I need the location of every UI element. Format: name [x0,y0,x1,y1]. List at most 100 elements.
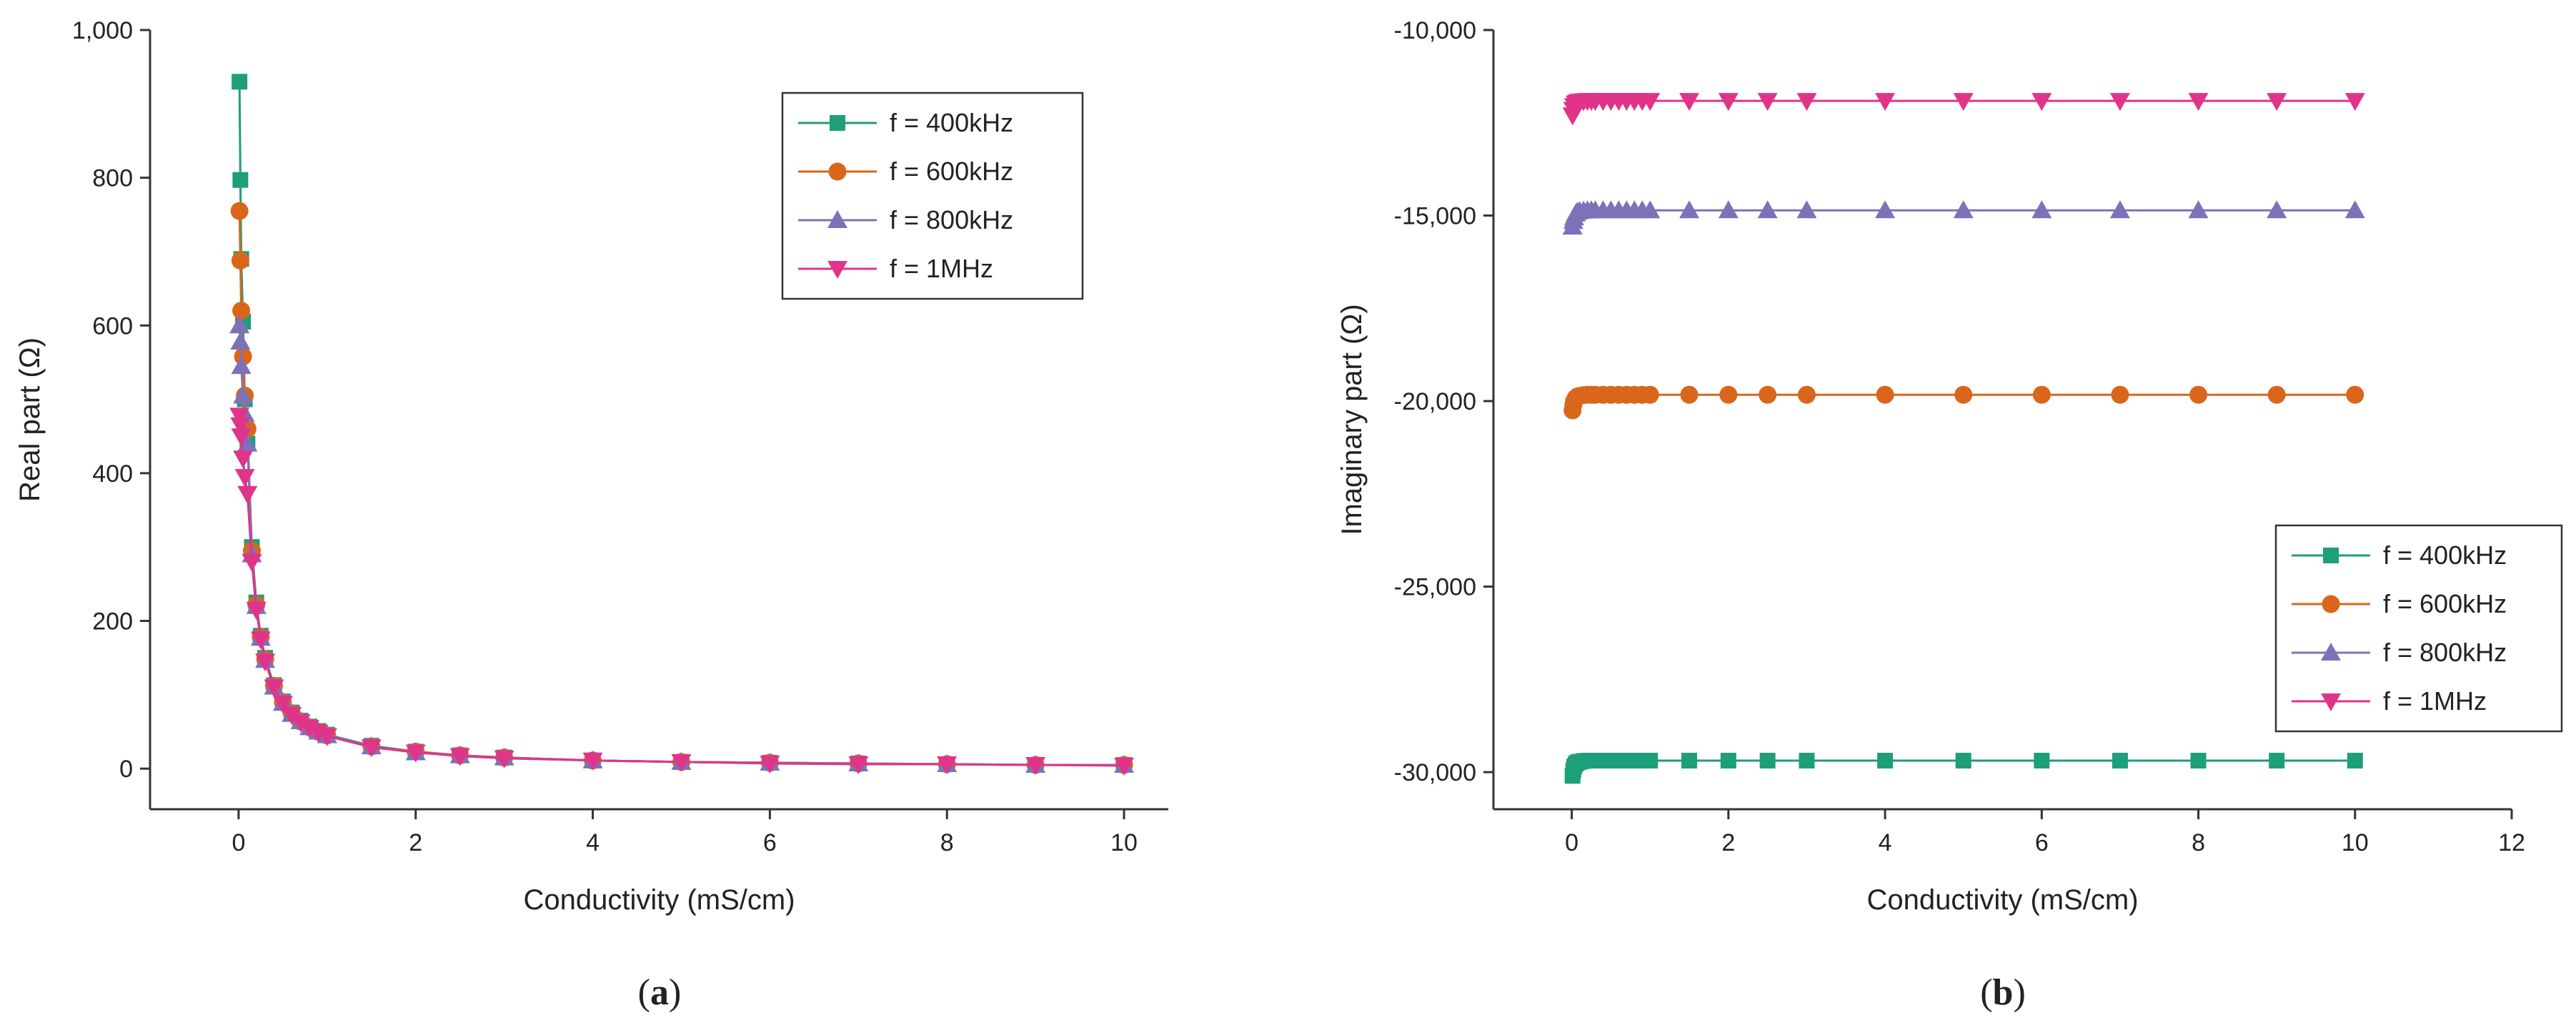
legend-marker [827,261,847,279]
x-tick-label: 10 [1110,829,1138,856]
legend: f = 400kHz f = 600kHz f = 800kHz f = 1MHz [2274,524,2563,733]
y-tick-label: 800 [92,165,133,192]
data-point [2032,385,2051,404]
data-point [582,752,603,771]
legend-marker [827,210,847,228]
data-point [230,202,249,220]
data-point [1718,200,1739,219]
data-point [229,407,250,426]
data-point [2344,93,2365,112]
data-point [317,728,337,746]
data-point [2267,385,2286,404]
data-point [232,302,251,320]
data-point [2189,385,2208,404]
x-tick-label: 8 [940,829,954,856]
y-axis-label: Imaginary part (Ω) [1336,304,1368,535]
series-line [238,415,1125,767]
x-tick-label: 12 [2498,829,2525,856]
data-point [405,744,426,763]
legend-label: f = 1MHz [890,254,993,283]
data-point [1025,757,1046,776]
data-point [233,450,254,469]
legend-marker [830,115,845,131]
y-tick-label: 0 [119,756,133,783]
data-point [449,748,470,766]
data-point [1796,93,1817,112]
series-0 [1564,753,2363,784]
x-tick-label: 2 [409,829,422,856]
data-point [2347,753,2363,769]
series-line [238,325,1125,766]
data-point [231,428,252,447]
data-point [1114,758,1135,776]
legend-label: f = 400kHz [2383,540,2507,570]
data-point [1953,200,1974,219]
data-point [671,753,692,772]
data-point [937,756,958,774]
data-point [1718,93,1739,112]
y-tick-label: 600 [92,312,133,340]
legend-marker [2321,693,2341,711]
legend-label: f = 600kHz [2383,589,2507,618]
data-point [230,417,251,435]
data-point [1757,200,1778,219]
legend-label: f = 400kHz [890,108,1013,137]
data-point [361,739,382,758]
data-point [2188,200,2209,219]
legend-marker [828,162,847,181]
data-point [264,679,284,698]
x-tick-label: 2 [1721,829,1735,856]
data-point [760,755,780,773]
data-point [246,602,267,621]
legend-label: f = 800kHz [890,205,1013,234]
y-tick-label: -30,000 [1394,759,1476,786]
data-point [1641,385,1659,404]
data-point [233,385,254,404]
data-point [2267,200,2287,219]
y-tick-label: -15,000 [1394,203,1476,230]
y-tick-label: 400 [92,460,133,488]
x-tick-label: 6 [763,829,777,856]
data-point [1799,753,1815,769]
series-2 [229,315,1135,773]
x-axis-label: Conductivity (mS/cm) [523,884,795,916]
data-point [2188,93,2209,112]
y-tick-label: -20,000 [1394,388,1476,415]
data-point [2032,93,2052,112]
y-tick-label: -10,000 [1394,17,1476,44]
data-point [1640,93,1661,112]
x-tick-label: 8 [2192,829,2205,856]
x-tick-label: 4 [1879,829,1892,856]
x-tick-label: 0 [1565,829,1578,856]
data-point [229,315,250,334]
data-point [1679,93,1700,112]
legend-label: f = 600kHz [890,157,1013,186]
data-point [2112,753,2128,769]
data-point [250,631,271,650]
data-point [1720,753,1736,769]
data-point [1680,385,1699,404]
y-axis-label: Real part (Ω) [14,337,46,502]
data-point [237,485,258,504]
data-point [2034,753,2050,769]
legend-label: f = 800kHz [2383,638,2507,667]
data-point [1875,200,1896,219]
data-point [1719,385,1738,404]
legend-marker [2323,548,2339,563]
series-1 [1563,385,2364,420]
panel-caption: (b) [1980,972,2026,1013]
data-point [1954,385,1973,404]
data-point [1642,753,1659,769]
y-tick-label: -25,000 [1394,574,1476,601]
data-point [290,714,311,733]
panel-caption: (a) [638,972,682,1013]
data-point [1640,200,1661,219]
y-tick-label: 1,000 [72,17,133,44]
data-point [231,356,252,375]
data-point [2190,753,2207,769]
data-point [1953,93,1974,112]
data-point [848,756,869,774]
series-3 [229,407,1135,776]
data-point [234,469,255,488]
